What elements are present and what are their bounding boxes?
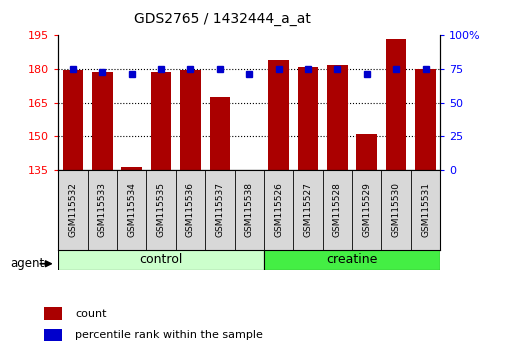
Bar — [63, 70, 83, 170]
Bar — [209, 97, 230, 170]
Bar — [92, 72, 112, 170]
Text: GSM115527: GSM115527 — [303, 182, 312, 237]
Bar — [268, 60, 288, 170]
Text: GSM115536: GSM115536 — [185, 182, 194, 237]
Bar — [264, 250, 439, 270]
Bar — [415, 69, 435, 170]
Text: GSM115528: GSM115528 — [332, 182, 341, 237]
Text: GSM115534: GSM115534 — [127, 182, 136, 237]
Text: GSM115530: GSM115530 — [391, 182, 400, 237]
Text: GSM115532: GSM115532 — [68, 182, 77, 237]
Text: count: count — [75, 309, 107, 319]
Text: creatine: creatine — [326, 253, 377, 266]
Text: GDS2765 / 1432444_a_at: GDS2765 / 1432444_a_at — [134, 12, 311, 27]
Bar — [385, 39, 406, 170]
Bar — [58, 250, 264, 270]
Bar — [43, 329, 62, 341]
Text: agent: agent — [10, 257, 44, 270]
Text: GSM115526: GSM115526 — [274, 182, 282, 237]
Text: GSM115535: GSM115535 — [156, 182, 165, 237]
Text: percentile rank within the sample: percentile rank within the sample — [75, 330, 263, 340]
Bar — [121, 166, 142, 170]
Bar — [150, 72, 171, 170]
Text: GSM115529: GSM115529 — [362, 182, 371, 237]
Text: GSM115533: GSM115533 — [97, 182, 107, 237]
Bar — [297, 67, 318, 170]
Text: control: control — [139, 253, 182, 266]
Text: GSM115537: GSM115537 — [215, 182, 224, 237]
Bar — [326, 64, 347, 170]
Bar — [43, 307, 62, 320]
Text: GSM115538: GSM115538 — [244, 182, 253, 237]
Bar — [180, 70, 200, 170]
Text: GSM115531: GSM115531 — [420, 182, 429, 237]
Bar — [356, 134, 376, 170]
